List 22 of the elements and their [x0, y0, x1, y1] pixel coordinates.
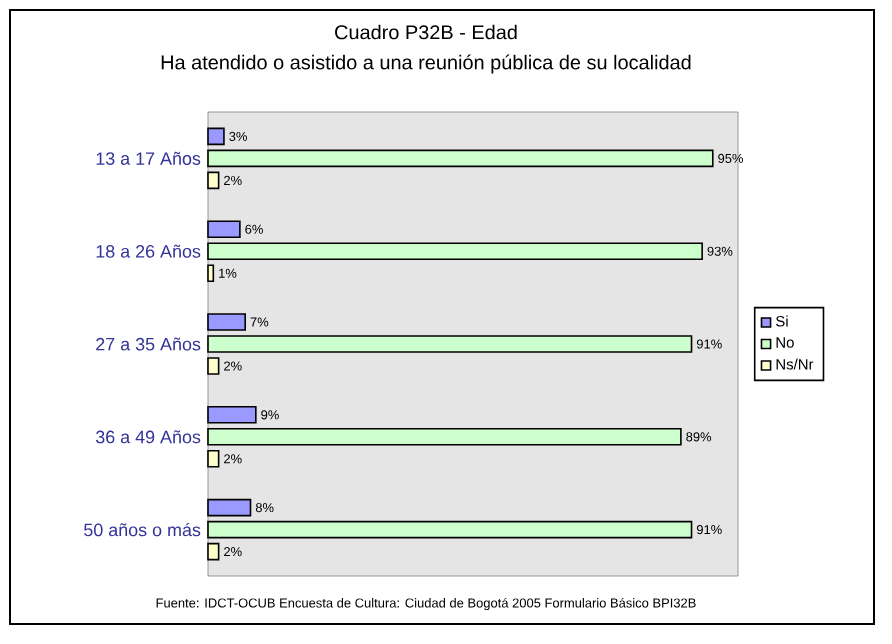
bar	[207, 220, 241, 238]
y-tick-label: 36 a 49 Años	[95, 430, 201, 444]
bar	[207, 127, 225, 146]
y-tick-label: 18 a 26 Años	[96, 244, 201, 258]
bar	[207, 498, 252, 517]
y-tick-label: 13 a 17 Años	[96, 151, 201, 165]
bar	[207, 242, 703, 260]
bar	[207, 406, 257, 424]
y-tick-label: 27 a 35 Años	[96, 337, 201, 351]
bar	[207, 335, 693, 353]
bar	[207, 542, 220, 561]
y-tick-label: 50 años o más	[84, 522, 201, 537]
bar	[207, 149, 714, 168]
bar	[207, 264, 215, 282]
chart-title: Cuadro P32B - Edad	[335, 24, 517, 40]
chart-subtitle: Ha atendido o asistido a una reunión pública de su localidad	[161, 54, 691, 74]
bar	[207, 450, 220, 468]
bar	[207, 428, 682, 446]
bar	[207, 171, 220, 190]
bar	[207, 357, 220, 375]
bar	[207, 313, 246, 331]
bar	[207, 520, 693, 539]
